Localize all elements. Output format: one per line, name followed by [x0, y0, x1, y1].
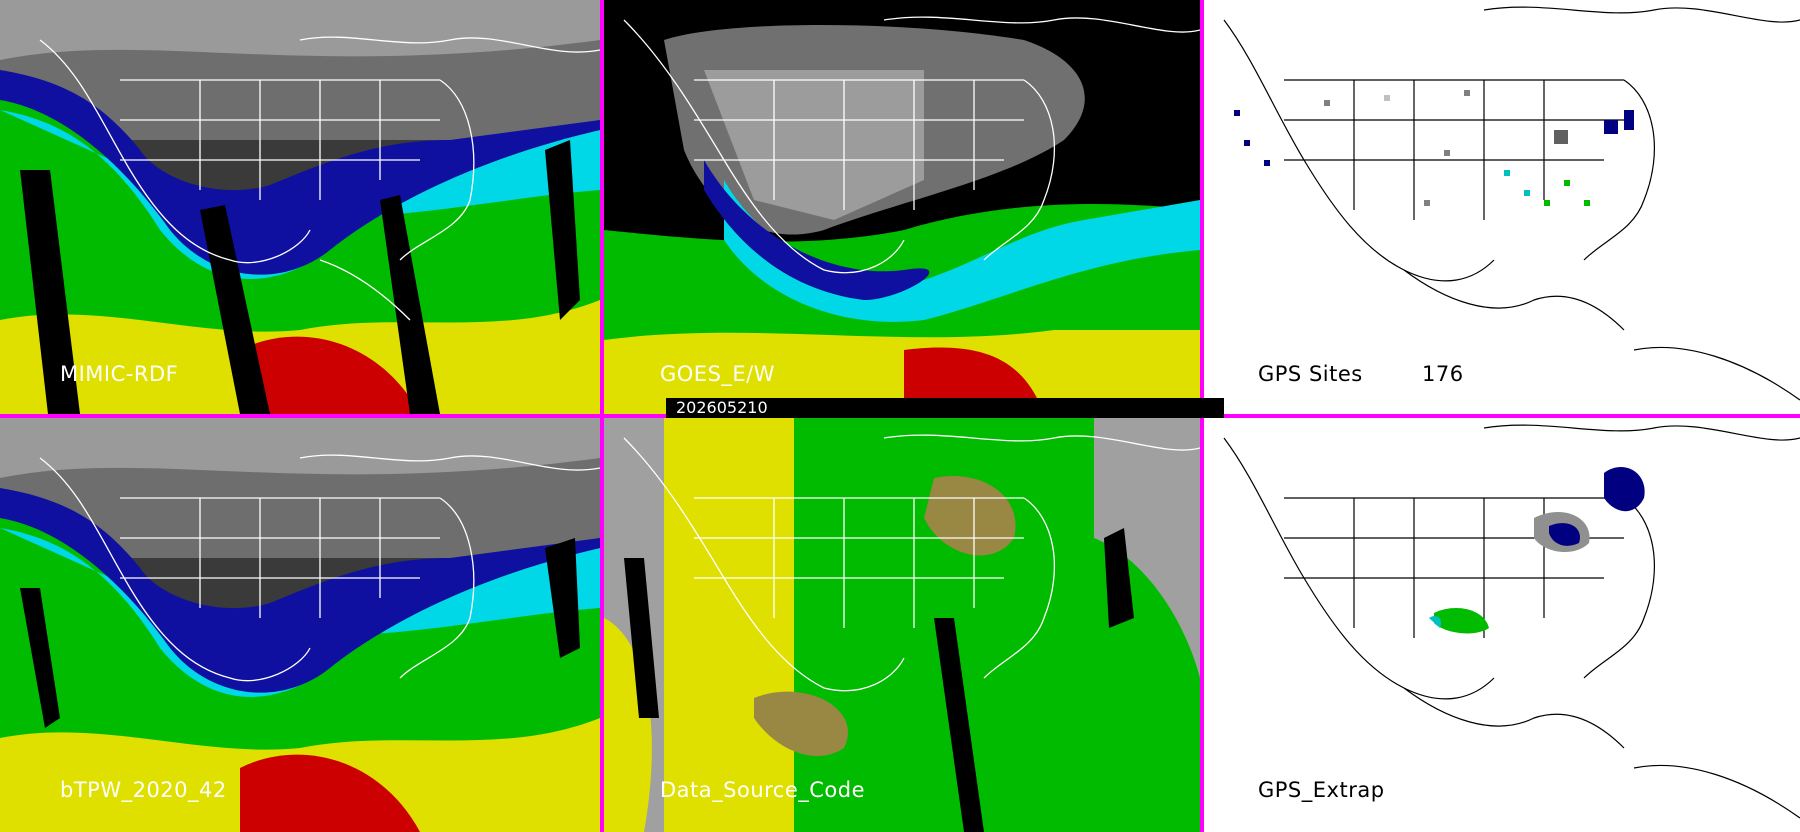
panel-mimic-rdf: MIMIC-RDF	[0, 0, 600, 414]
gps-extrap-map	[1204, 418, 1800, 832]
coastlines	[39, 36, 600, 321]
data-source-code-label: Data_Source_Code	[660, 778, 866, 802]
mimic-rdf-map	[0, 0, 600, 414]
gps-sites-label: GPS Sites	[1258, 362, 1363, 386]
panel-gps-sites: GPS Sites 176	[1204, 0, 1800, 414]
coastlines	[623, 16, 1200, 274]
coastlines	[1223, 6, 1800, 401]
goes-ew-label: GOES_E/W	[660, 362, 776, 386]
mimic-rdf-label: MIMIC-RDF	[60, 362, 179, 386]
btpw-label: bTPW_2020_42	[60, 778, 227, 802]
gps-extrap-fields	[1429, 467, 1645, 634]
btpw-map	[0, 418, 600, 832]
panel-goes-ew: GOES_E/W	[604, 0, 1200, 414]
coastlines	[39, 454, 600, 682]
timestamp-text: 202605210	[676, 398, 768, 417]
gps-sites-map	[1204, 0, 1800, 414]
gps-site-markers	[1234, 90, 1634, 206]
goes-ew-map	[604, 0, 1200, 414]
coastlines	[623, 434, 1200, 692]
coastlines	[1223, 424, 1800, 819]
gps-extrap-label: GPS_Extrap	[1258, 778, 1385, 802]
panel-gps-extrap: GPS_Extrap	[1204, 418, 1800, 832]
gps-sites-count: 176	[1422, 362, 1464, 386]
panel-btpw: bTPW_2020_42	[0, 418, 600, 832]
timestamp-bar: 202605210	[666, 398, 1224, 418]
panel-data-source-code: Data_Source_Code	[604, 418, 1200, 832]
data-source-code-map	[604, 418, 1200, 832]
